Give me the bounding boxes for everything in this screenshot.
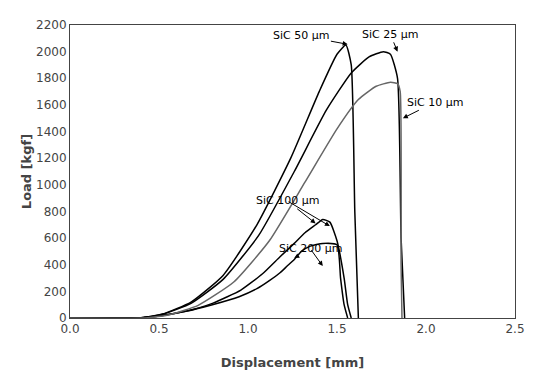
svg-text:200: 200 xyxy=(44,285,67,299)
svg-text:SiC 200 μm: SiC 200 μm xyxy=(279,242,342,255)
svg-text:1600: 1600 xyxy=(36,98,67,112)
svg-text:2.5: 2.5 xyxy=(505,322,524,336)
svg-text:0.0: 0.0 xyxy=(60,322,79,336)
svg-text:0.5: 0.5 xyxy=(149,322,168,336)
svg-text:400: 400 xyxy=(44,258,67,272)
svg-text:2200: 2200 xyxy=(36,18,67,32)
svg-text:1800: 1800 xyxy=(36,71,67,85)
svg-text:SiC 10 μm: SiC 10 μm xyxy=(407,96,463,109)
svg-text:SiC 50 μm: SiC 50 μm xyxy=(273,29,329,42)
svg-text:2000: 2000 xyxy=(36,45,67,59)
svg-text:Load [kgf]: Load [kgf] xyxy=(19,134,34,209)
svg-text:0: 0 xyxy=(59,311,67,325)
svg-text:Displacement [mm]: Displacement [mm] xyxy=(221,355,364,370)
svg-text:800: 800 xyxy=(44,205,67,219)
svg-text:1400: 1400 xyxy=(36,125,67,139)
svg-text:600: 600 xyxy=(44,231,67,245)
svg-text:1.5: 1.5 xyxy=(327,322,346,336)
svg-text:2.0: 2.0 xyxy=(416,322,435,336)
svg-text:1.0: 1.0 xyxy=(238,322,257,336)
svg-text:SiC 25 μm: SiC 25 μm xyxy=(362,28,418,41)
svg-text:1000: 1000 xyxy=(36,178,67,192)
svg-text:SiC 100 μm: SiC 100 μm xyxy=(256,194,319,207)
svg-text:1200: 1200 xyxy=(36,151,67,165)
